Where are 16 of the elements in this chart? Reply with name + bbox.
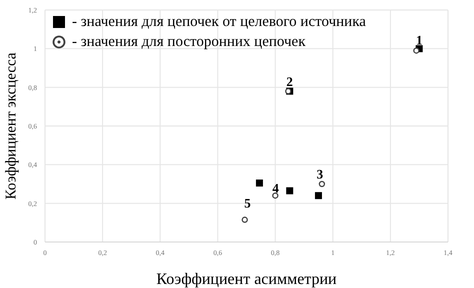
x-axis-title: Коэффициент асимметрии bbox=[156, 271, 338, 288]
point bbox=[286, 187, 294, 194]
annotation: 4 bbox=[272, 180, 280, 196]
point bbox=[242, 216, 248, 223]
legend-label: - значения для цепочек от целевого источника bbox=[72, 13, 366, 32]
point bbox=[256, 180, 263, 187]
annotation: 2 bbox=[286, 74, 293, 89]
legend-label: - значения для посторонних цепочек bbox=[72, 33, 306, 52]
point bbox=[314, 192, 322, 200]
point bbox=[413, 48, 420, 54]
point bbox=[318, 180, 326, 188]
annotation: 1 bbox=[416, 32, 422, 48]
annotation: 3 bbox=[316, 166, 324, 182]
y-axis-title: Коэффициент эксцесса bbox=[3, 52, 20, 200]
point bbox=[272, 192, 278, 199]
annotation: 5 bbox=[244, 196, 252, 211]
